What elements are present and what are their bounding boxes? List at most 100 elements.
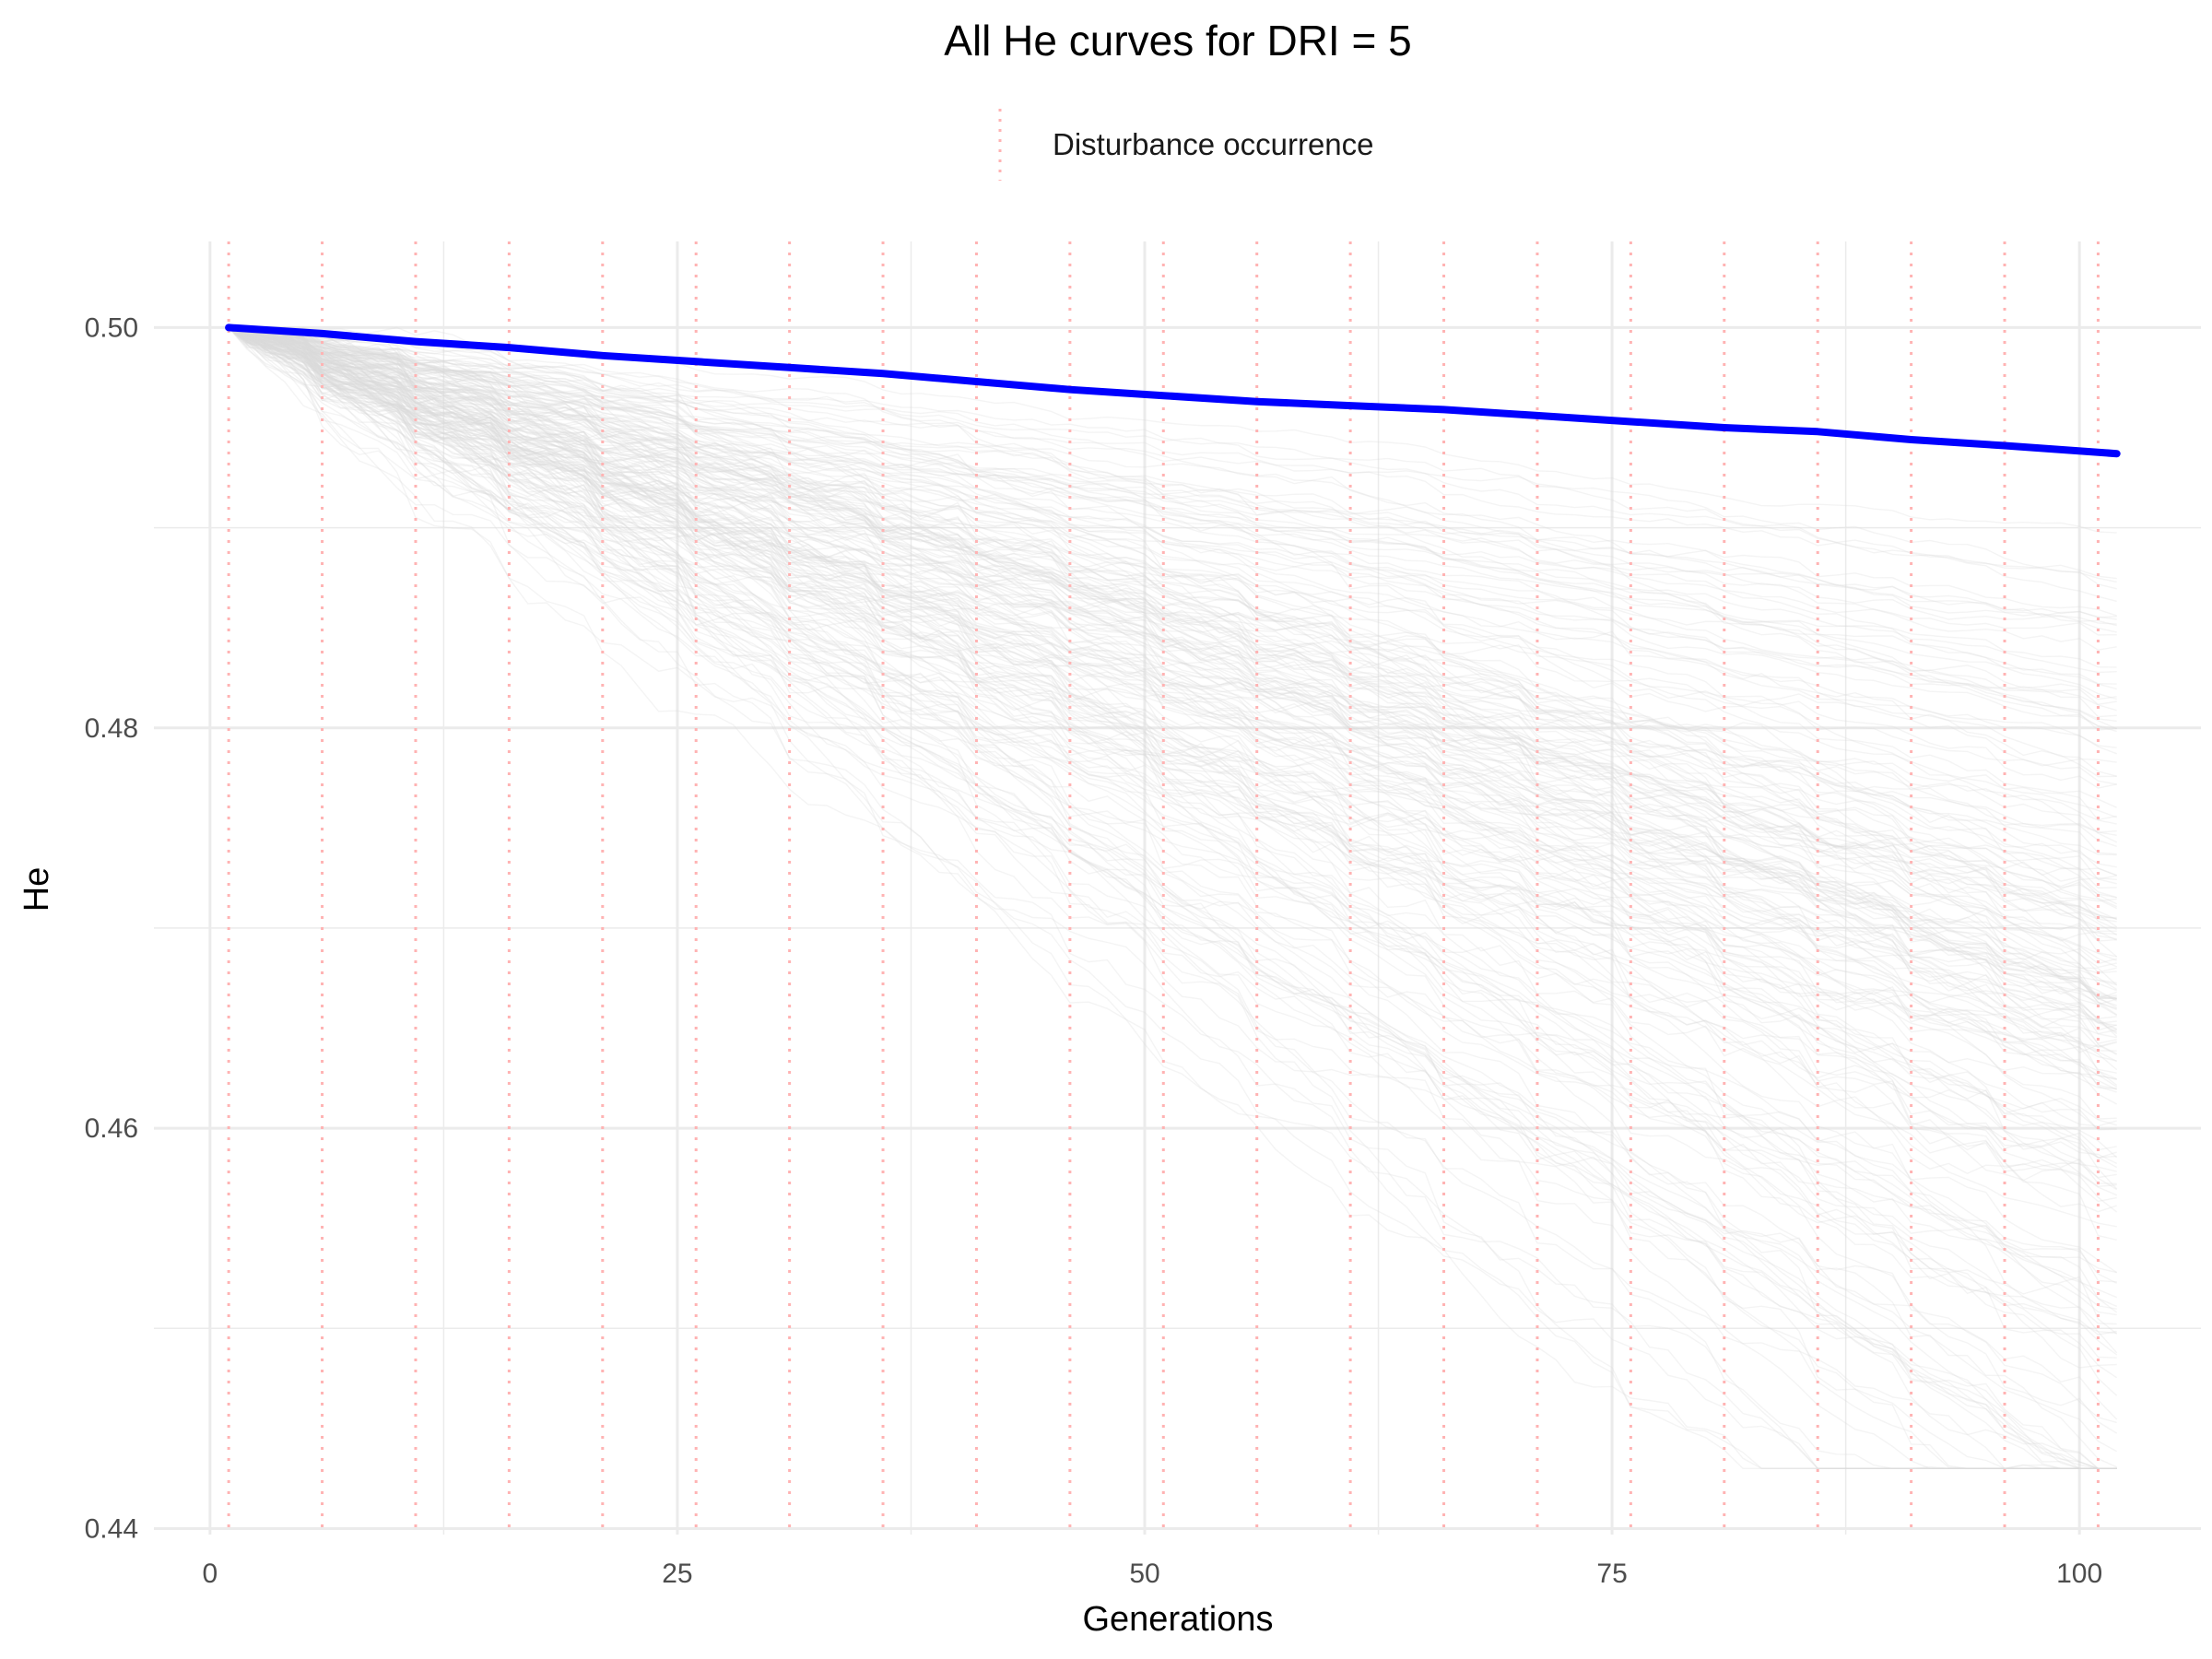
replicate-curve (229, 326, 2117, 877)
replicate-curve (228, 326, 2117, 1035)
replicate-curve (229, 326, 2117, 856)
replicate-curve (228, 326, 2117, 969)
replicate-curve (228, 326, 2118, 1038)
replicate-curve (228, 326, 2117, 935)
replicate-curve (228, 326, 2117, 965)
replicate-curve (229, 326, 2117, 833)
replicate-curve (228, 326, 2117, 1000)
mean-curve-layer (225, 324, 2121, 458)
replicate-curve (229, 326, 2117, 1120)
replicate-curve (228, 326, 2117, 1080)
replicate-curve (229, 326, 2117, 1080)
replicate-curve (228, 326, 2117, 818)
replicate-curve (229, 326, 2117, 625)
replicate-curve (228, 326, 2117, 1470)
y-tick-label: 0.50 (85, 312, 138, 343)
replicate-curve (228, 326, 2117, 1470)
replicate-curve (228, 326, 2117, 855)
replicate-curve (229, 326, 2117, 808)
replicate-curve (228, 326, 2118, 1159)
replicate-curve (229, 326, 2117, 1470)
replicate-curve (229, 326, 2117, 1283)
replicate-curve (228, 326, 2117, 1010)
y-axis-title: He (18, 867, 56, 912)
replicate-curve (229, 326, 2117, 899)
replicate-curve (228, 326, 2117, 1228)
replicate-curve (228, 326, 2117, 986)
replicate-curve (228, 326, 2117, 921)
replicate-curve (229, 326, 2118, 991)
replicate-curve (228, 326, 2117, 1470)
replicate-curve (228, 326, 2118, 1190)
replicate-curve (228, 326, 2117, 920)
replicate-curve (229, 326, 2117, 1000)
replicate-curve (228, 326, 2117, 583)
replicate-curve (228, 326, 2117, 920)
replicate-curve (228, 326, 2117, 627)
replicate-curve (228, 326, 2117, 1470)
replicate-curve (228, 326, 2117, 1470)
replicate-curve (228, 326, 2118, 1035)
replicate-curve (228, 326, 2117, 723)
replicate-curve (228, 326, 2117, 825)
replicate-curve (228, 326, 2117, 1188)
replicate-curve (229, 326, 2117, 1027)
replicate-curve (228, 326, 2117, 1062)
replicate-curve (228, 326, 2117, 1179)
replicate-curve (228, 326, 2117, 1470)
replicate-curve (228, 326, 2117, 603)
x-tick-label: 100 (2056, 1559, 2102, 1589)
replicate-curve (229, 326, 2118, 1088)
replicate-curve (229, 326, 2118, 1396)
replicate-curve (229, 326, 2118, 1434)
replicate-curve (228, 326, 2117, 929)
replicate-curve (228, 326, 2117, 1006)
replicate-curve (228, 326, 2117, 1310)
replicate-curve (228, 326, 2117, 1025)
replicate-curve (229, 326, 2117, 923)
replicate-curve (228, 326, 2117, 1196)
replicate-curve (228, 326, 2117, 1089)
replicate-curve (228, 326, 2117, 1470)
replicate-curve (228, 326, 2118, 1063)
replicate-curve (229, 326, 2117, 1359)
replicate-curve (229, 326, 2117, 1093)
replicate-curve (228, 326, 2117, 1470)
replicate-curve (228, 326, 2117, 1470)
replicate-curve (228, 326, 2118, 1033)
replicate-curve (228, 326, 2117, 668)
replicate-curve (229, 326, 2117, 1089)
y-tick-label: 0.48 (85, 713, 138, 744)
replicate-curve (228, 326, 2117, 942)
x-tick-label: 75 (1596, 1559, 1627, 1589)
replicate-curve (229, 326, 2118, 936)
replicate-curve (229, 326, 2117, 1011)
replicate-curve (229, 326, 2117, 1039)
replicate-curve (229, 326, 2118, 1105)
replicate-curve (228, 326, 2117, 1470)
replicate-curve (228, 326, 2117, 1030)
replicate-curve (228, 326, 2118, 1313)
replicate-curve (229, 326, 2117, 1468)
replicate-curve (228, 326, 2117, 880)
replicate-curve (229, 326, 2118, 843)
replicate-curve (228, 326, 2118, 1284)
replicate-curve (228, 326, 2117, 1130)
replicate-curve (228, 326, 2117, 942)
legend-label-disturbance: Disturbance occurrence (1053, 127, 1374, 161)
replicate-curve (229, 326, 2117, 580)
replicate-curve (229, 326, 2117, 651)
replicate-curve (228, 326, 2117, 1316)
replicate-curve (228, 326, 2117, 902)
x-tick-label: 50 (1129, 1559, 1159, 1589)
replicate-curve (228, 326, 2117, 1470)
mean-curve (225, 324, 2121, 458)
replicate-curve (228, 326, 2118, 910)
replicate-curve (228, 326, 2117, 1049)
replicate-curve (228, 326, 2117, 1000)
replicate-curve (228, 326, 2118, 1016)
replicate-curve (229, 326, 2117, 706)
replicate-curve (228, 326, 2117, 1470)
replicate-curve (228, 326, 2118, 1354)
